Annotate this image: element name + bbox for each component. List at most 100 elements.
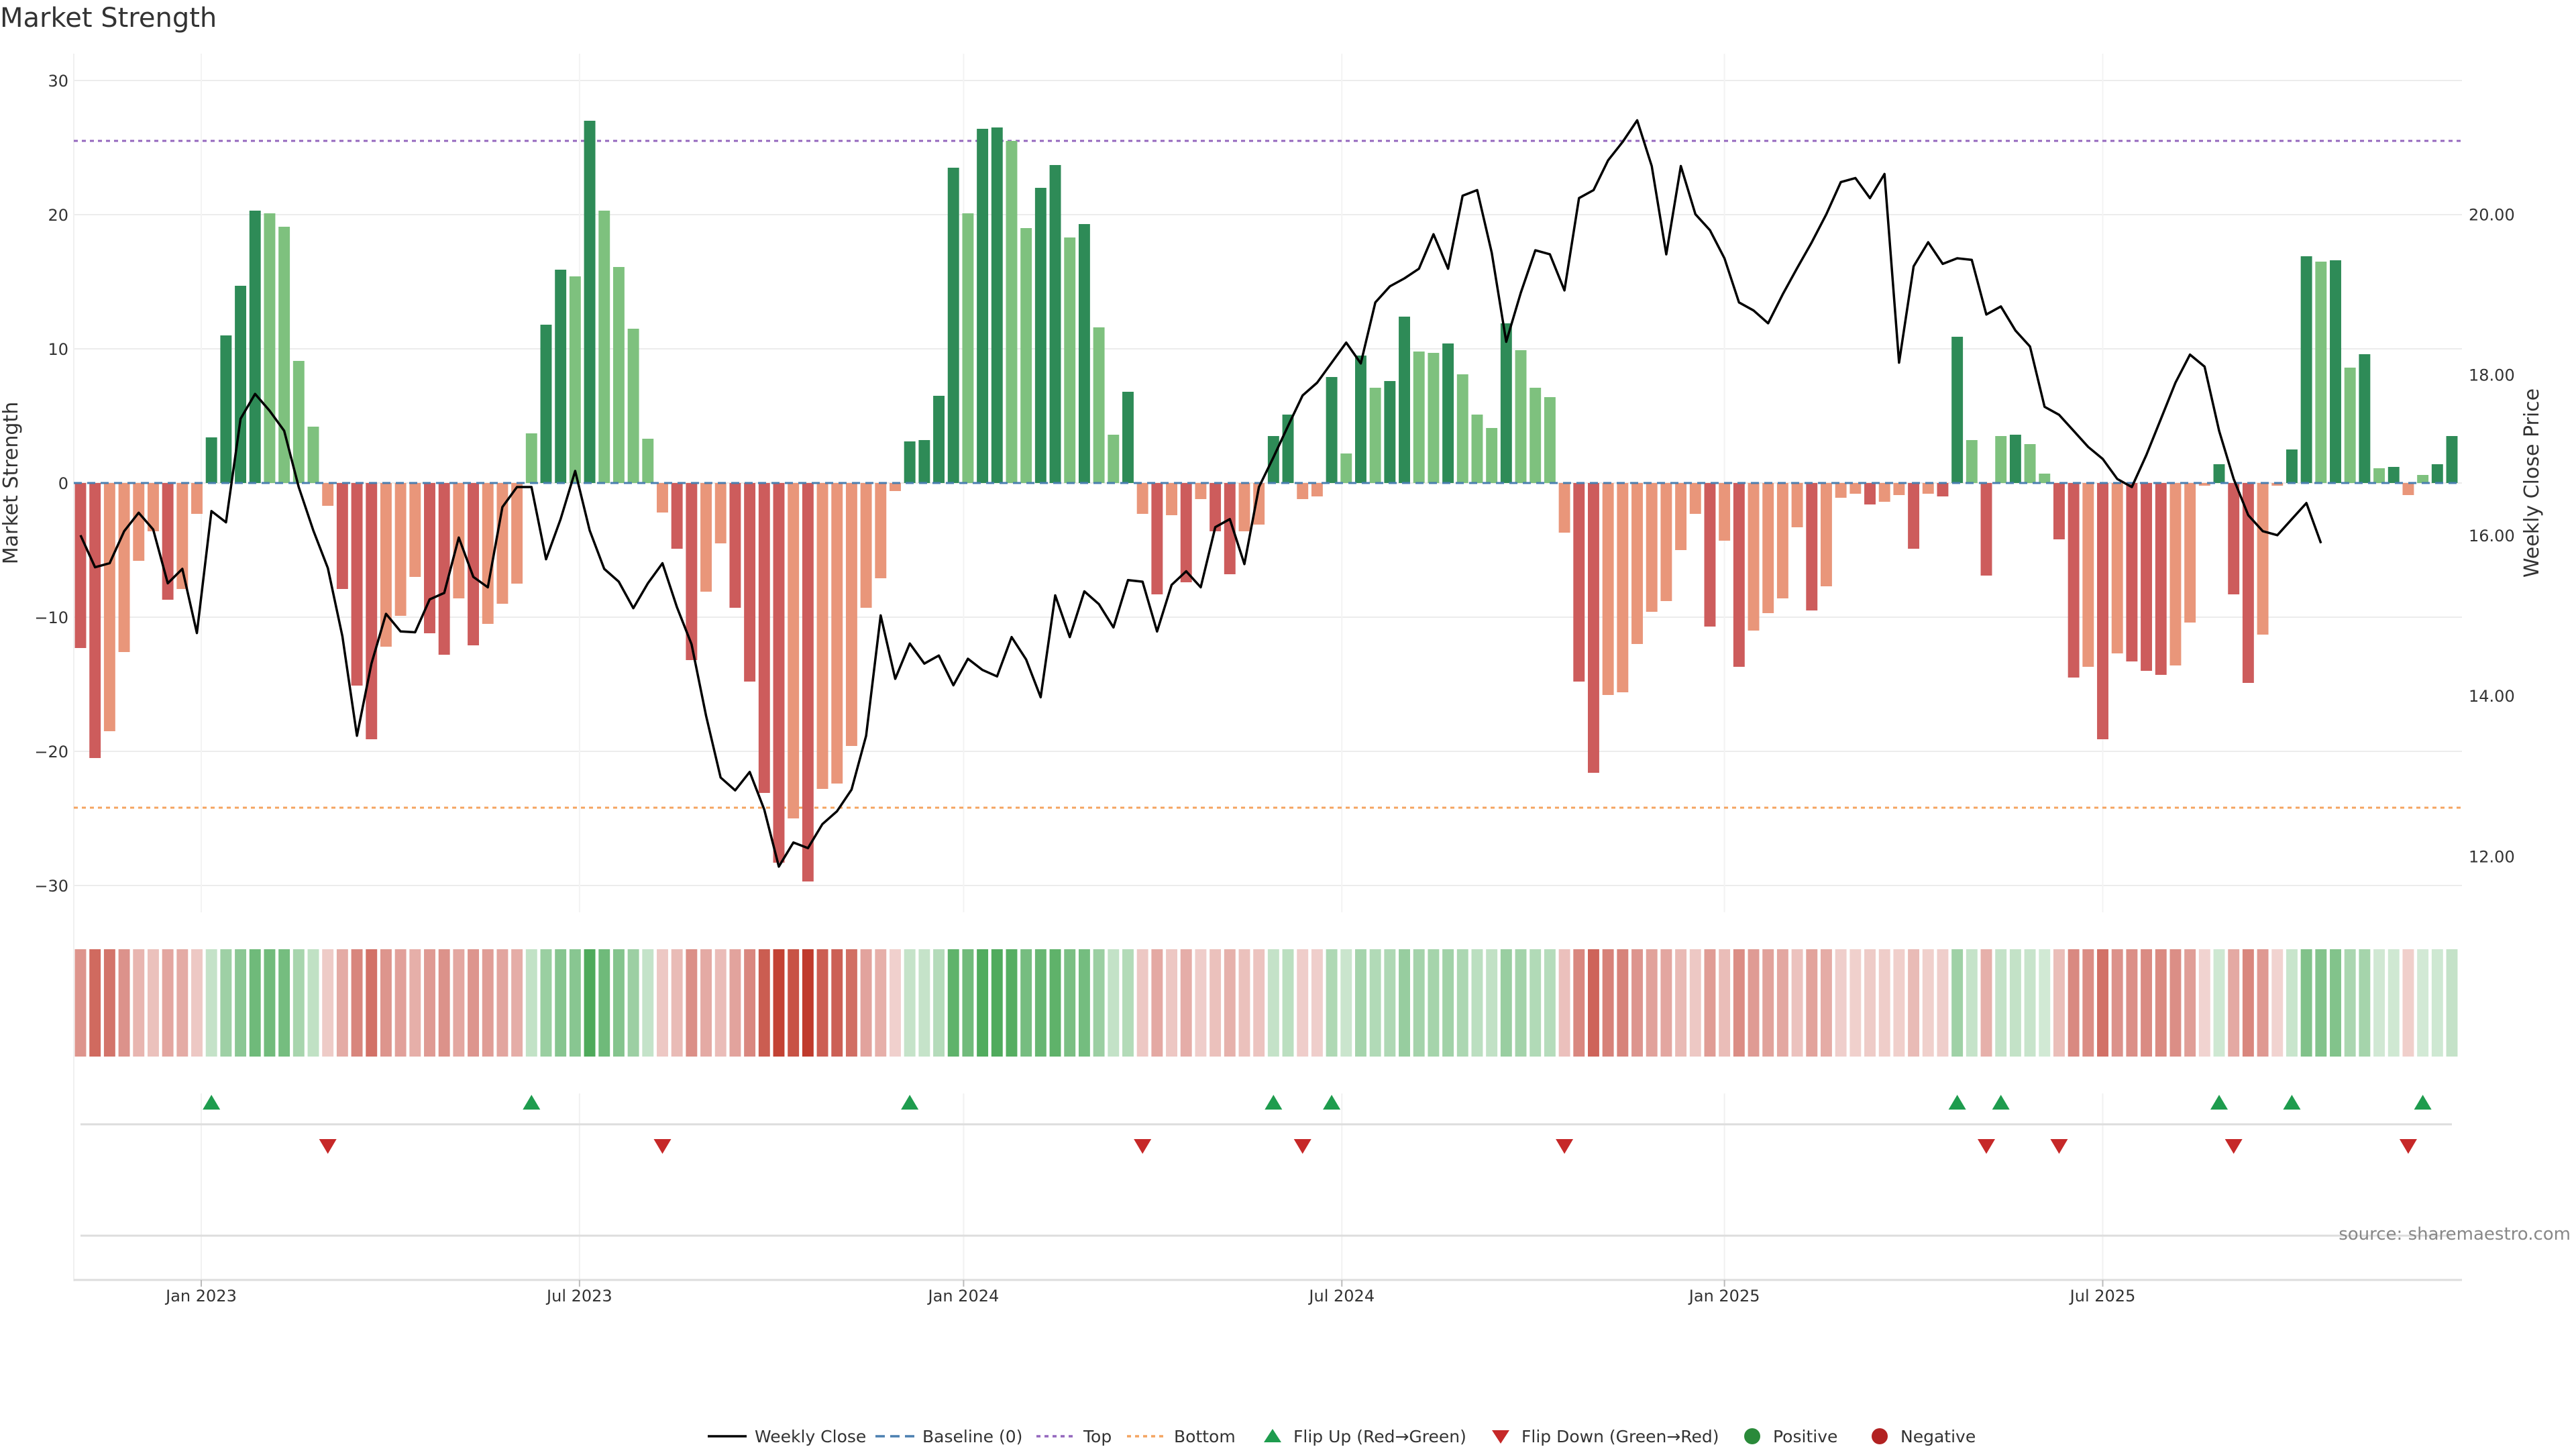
strength-bar [205,437,217,483]
legend-label: Weekly Close [755,1427,866,1446]
flip-down-marker [2399,1139,2417,1154]
flip-down-marker [1978,1139,1996,1154]
heatmap-cell [2126,949,2138,1057]
heatmap-cell [336,949,348,1057]
strength-bar [977,129,989,483]
strength-bar [1573,483,1585,682]
strength-bar [758,483,770,793]
strength-bar [1588,483,1599,773]
strength-bar [788,483,800,818]
flip-down-marker [1556,1139,1574,1154]
heatmap-cell [890,949,901,1057]
heatmap-cell [714,949,727,1057]
strength-bar [2402,483,2414,495]
strength-bar [482,483,494,624]
heatmap-cell [351,949,363,1057]
heatmap-cell [2271,949,2284,1057]
heatmap-cell [74,949,87,1057]
left-tick-label: 0 [58,474,68,493]
heatmap-cell [1980,949,1992,1057]
strength-bar [1864,483,1876,504]
legend: Weekly Close Baseline (0) Top Bottom Flip Up… [708,1427,1976,1446]
strength-bar [555,270,567,483]
heatmap-cell [1166,949,1177,1057]
heatmap-cell [1456,949,1468,1057]
strength-bar [118,483,130,652]
heatmap-cell [831,949,843,1057]
legend-flip-up-icon [1264,1429,1281,1442]
strength-bar [351,483,363,686]
price-line-layer [79,119,2322,868]
legend-label: Top [1083,1427,1112,1446]
strength-bar [2184,483,2196,623]
heatmap-cell [1253,949,1265,1057]
heatmap-cell [453,949,465,1057]
heatmap-cell [1108,949,1120,1057]
x-axis-ticks: Jan 2023 Jul 2023 Jan 2024 Jul 2024 Jan 2025… [164,1280,2135,1305]
strength-bar [2242,483,2254,683]
heatmap-cell [1136,949,1148,1057]
heatmap-cell [773,949,785,1057]
heatmap-cell [1893,949,1905,1057]
strength-bar [366,483,378,739]
heatmap-cell [1835,949,1847,1057]
left-tick-label: −30 [34,877,68,896]
legend-label: Positive [1773,1427,1837,1446]
heatmap-cell [816,949,828,1057]
strength-bar [2300,256,2312,483]
strength-bar [598,211,610,483]
strength-bar [2169,483,2182,665]
weekly-close-line [79,119,2322,868]
flip-up-marker [1992,1095,2010,1110]
heatmap-cell [525,949,537,1057]
heatmap-cell [1122,949,1134,1057]
heatmap-cell [2257,949,2269,1057]
strength-bar [511,483,523,584]
heatmap-cell [1064,949,1076,1057]
heatmap-cell [1776,949,1788,1057]
strength-bar [671,483,683,549]
heatmap-cell [496,949,508,1057]
strength-bar [1878,483,1890,502]
heatmap-cell [1486,949,1498,1057]
heatmap-cell [1922,949,1934,1057]
heatmap-cell [1617,949,1629,1057]
strength-bar [1980,483,1992,576]
strength-bar [1034,188,1046,483]
strength-bar [773,483,785,863]
heatmap-cell [555,949,567,1057]
strength-bar [540,325,552,483]
strength-bar [1748,483,1760,631]
strength-bar [1399,317,1410,483]
heatmap-cell [1937,949,1949,1057]
legend-label: Flip Up (Red→Green) [1293,1427,1466,1446]
heatmap-cell [1864,949,1876,1057]
legend-item-baseline: Baseline (0) [875,1427,1022,1446]
heatmap-cell [947,949,959,1057]
heatmap-cell [1529,949,1542,1057]
right-tick-label: 14.00 [2469,687,2515,706]
strength-bar [2387,467,2400,483]
heatmap-cell [2198,949,2210,1057]
heatmap-cell [482,949,494,1057]
strength-bar [714,483,727,543]
strength-bar [1791,483,1803,527]
source-label: source: sharemaestro.com [2339,1224,2571,1244]
heatmap-cell [540,949,552,1057]
strength-bar [2257,483,2269,635]
heatmap-cell [1762,949,1774,1057]
strength-bar [2213,464,2225,483]
heatmap-cell [1995,949,2007,1057]
strength-bar [2315,262,2327,483]
heatmap-cell [1282,949,1294,1057]
strength-bar [816,483,828,789]
strength-bar [1049,165,1061,483]
flip-up-marker [203,1095,221,1110]
strength-bar [1355,356,1366,483]
strength-bar [2198,483,2210,486]
heatmap-cell [2431,949,2443,1057]
heatmap-cell [1326,949,1338,1057]
strength-bar [1776,483,1788,598]
heatmap-cell [1267,949,1279,1057]
strength-bar [1486,428,1498,483]
